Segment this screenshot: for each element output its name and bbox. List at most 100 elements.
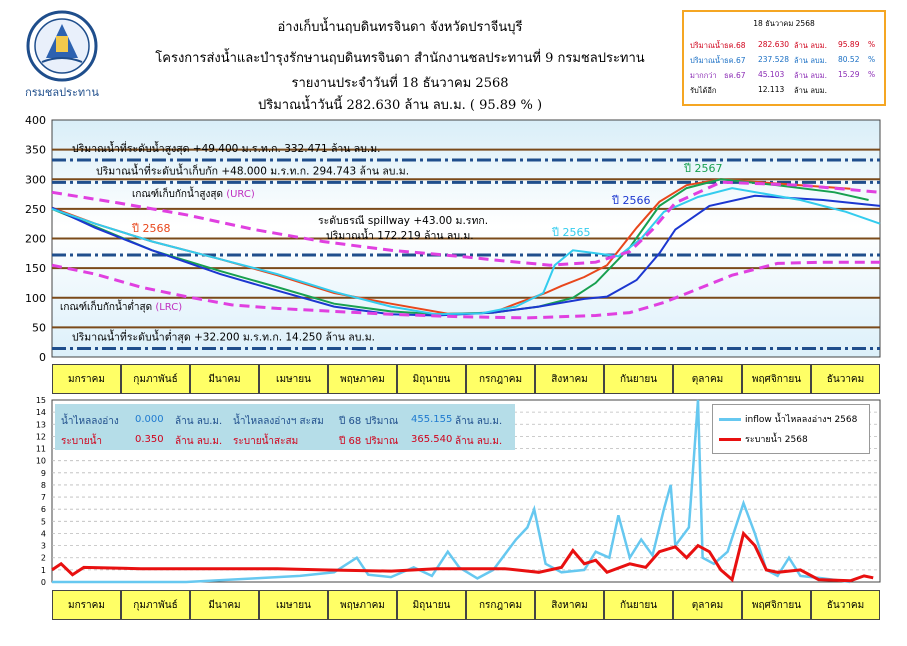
today-volume: ปริมาณน้ำวันนี้ 282.630 ล้าน ลบ.ม. ( 95.… xyxy=(257,98,543,113)
inflow-qty-label: ปริมาณ xyxy=(365,416,399,427)
reference-label: ปริมาณน้ำที่ระดับน้ำสูงสุด +49.400 ม.ร.ท… xyxy=(72,141,381,155)
summary-year: ธค.67 xyxy=(724,56,746,65)
y-tick-label: 200 xyxy=(25,233,46,246)
reference-label: ปริมาณน้ำที่ระดับน้ำต่ำสุด +32.200 ม.ร.ท… xyxy=(72,330,375,344)
y-tick-label: 50 xyxy=(32,321,46,334)
month-label: สิงหาคม xyxy=(535,364,604,394)
summary-box: 18 ธันวาคม 2568 ปริมาณน้ำ ธค.68 282.630 ล้า… xyxy=(682,10,886,106)
summary-label: มากกว่า xyxy=(690,71,717,80)
month-label: ตุลาคม xyxy=(673,590,742,620)
inflow-value: 0.000 xyxy=(135,414,164,425)
summary-pct: 80.52 xyxy=(838,55,860,64)
summary-unit: ล้าน ลบม. xyxy=(794,71,828,80)
series-label: ปี 2566 xyxy=(611,194,651,207)
legend-label: inflow น้ำไหลลงอ่างฯ 2568 xyxy=(745,415,858,425)
curve-annotation: เกณฑ์เก็บกักน้ำสูงสุด (URC) xyxy=(132,186,255,200)
series-line xyxy=(51,194,881,317)
release-unit: ล้าน ลบ.ม. xyxy=(175,436,223,447)
summary-pct: 15.29 xyxy=(838,70,860,79)
inflow-cum-value: 455.155 xyxy=(411,414,453,425)
y-tick-label: 0 xyxy=(41,578,46,587)
release-value: 0.350 xyxy=(135,434,164,445)
series-line xyxy=(51,260,880,320)
inflow-label: น้ำไหลลงอ่าง xyxy=(61,416,119,427)
reference-label: ระดับธรณี spillway +43.00 ม.รทก. xyxy=(318,214,488,227)
y-tick-label: 12 xyxy=(36,432,46,441)
report-subtitle: โครงการส่งน้ำและบำรุงรักษานฤบดินทรจินดา … xyxy=(155,51,645,66)
legend-label: ระบายน้ำ 2568 xyxy=(745,435,808,445)
month-bar-bottom: มกราคม กุมภาพันธ์ มีนาคม เมษายน พฤษภาคม มิถุน… xyxy=(52,590,880,620)
y-tick-label: 6 xyxy=(41,505,46,514)
y-tick-label: 7 xyxy=(41,493,46,502)
summary-row: มากกว่า ธค.67 45.103 ล้าน ลบม. 15.29% xyxy=(690,70,880,81)
summary-value: 12.113 xyxy=(758,85,785,94)
summary-label: ปริมาณน้ำ xyxy=(690,56,725,65)
month-label: มิถุนายน xyxy=(397,590,466,620)
y-tick-label: 100 xyxy=(25,292,46,305)
reference-label-2: ปริมาณน้ำ 172.219 ล้าน ลบ.ม. xyxy=(326,228,474,242)
curve-annotation-suffix: (URC) xyxy=(226,189,255,200)
release-year: ปี 68 xyxy=(339,436,362,447)
release-qty-label: ปริมาณ xyxy=(365,436,399,447)
month-label: พฤษภาคม xyxy=(328,590,397,620)
month-label: กุมภาพันธ์ xyxy=(121,364,190,394)
summary-row: รับได้อีก 12.113 ล้าน ลบม. xyxy=(690,85,880,96)
inflow-cum-label: น้ำไหลลงอ่างฯ สะสม xyxy=(233,416,324,427)
summary-label: รับได้อีก xyxy=(690,86,717,95)
y-tick-label: 400 xyxy=(25,114,46,127)
month-label: พฤษภาคม xyxy=(328,364,397,394)
month-label: กันยายน xyxy=(604,364,673,394)
y-tick-label: 1 xyxy=(41,566,46,575)
release-cum-label: ระบายน้ำสะสม xyxy=(233,436,299,447)
report-date: รายงานประจำวันที่ 18 ธันวาคม 2568 xyxy=(291,76,509,91)
flow-legend: inflow น้ำไหลลงอ่างฯ 2568 ระบายน้ำ 2568 xyxy=(712,404,870,454)
y-tick-label: 2 xyxy=(41,554,46,563)
curve-annotation: เกณฑ์เก็บกักน้ำต่ำสุด (LRC) xyxy=(60,299,182,313)
legend-swatch xyxy=(719,417,741,421)
month-label: ตุลาคม xyxy=(673,364,742,394)
month-label: ธันวาคม xyxy=(811,364,880,394)
month-label: มีนาคม xyxy=(190,364,259,394)
month-label: มกราคม xyxy=(52,364,121,394)
summary-year: ธค.68 xyxy=(724,41,746,50)
month-label: มกราคม xyxy=(52,590,121,620)
curve-annotation-suffix: (LRC) xyxy=(155,302,182,313)
y-tick-label: 9 xyxy=(41,469,46,478)
series-line xyxy=(51,530,874,583)
legend-entry: inflow น้ำไหลลงอ่างฯ 2568 xyxy=(719,412,857,426)
legend-entry: ระบายน้ำ 2568 xyxy=(719,432,808,446)
summary-pct: 95.89 xyxy=(838,40,860,49)
flow-info-box: น้ำไหลลงอ่าง 0.000 ล้าน ลบ.ม. น้ำไหลลงอ่… xyxy=(55,404,515,450)
summary-value: 45.103 xyxy=(758,70,785,79)
summary-pct-unit: % xyxy=(868,40,876,49)
summary-row: ปริมาณน้ำ ธค.67 237.528 ล้าน ลบม. 80.52% xyxy=(690,55,880,66)
report-title: อ่างเก็บน้ำนฤบดินทรจินดา จังหวัดปราจีนบุ… xyxy=(277,20,523,35)
y-tick-label: 5 xyxy=(41,517,46,526)
release-label: ระบายน้ำ xyxy=(61,436,103,447)
month-label: มีนาคม xyxy=(190,590,259,620)
summary-pct-unit: % xyxy=(868,70,876,79)
y-tick-label: 150 xyxy=(25,262,46,275)
y-tick-label: 15 xyxy=(36,396,46,405)
series-label: ปี 2568 xyxy=(131,222,171,235)
month-bar-top: มกราคม กุมภาพันธ์ มีนาคม เมษายน พฤษภาคม มิถุน… xyxy=(52,364,880,394)
month-label: กรกฎาคม xyxy=(466,364,535,394)
month-label: กุมภาพันธ์ xyxy=(121,590,190,620)
summary-pct-unit: % xyxy=(868,55,876,64)
release-cum-value: 365.540 xyxy=(411,434,453,445)
inflow-year: ปี 68 xyxy=(339,416,362,427)
y-tick-label: 13 xyxy=(36,420,46,429)
storage-chart: ปริมาณน้ำที่ระดับน้ำสูงสุด +49.400 ม.ร.ท… xyxy=(25,114,881,364)
y-tick-label: 4 xyxy=(41,529,46,538)
series-label: ปี 2567 xyxy=(683,162,723,175)
legend-swatch xyxy=(719,437,741,441)
inflow-cum-unit: ล้าน ลบ.ม. xyxy=(455,416,503,427)
y-tick-label: 350 xyxy=(25,144,46,157)
month-label: สิงหาคม xyxy=(535,590,604,620)
summary-unit: ล้าน ลบม. xyxy=(794,56,828,65)
y-tick-label: 14 xyxy=(36,408,46,417)
y-tick-label: 11 xyxy=(36,445,46,454)
inflow-unit: ล้าน ลบ.ม. xyxy=(175,416,223,427)
y-tick-label: 250 xyxy=(25,203,46,216)
summary-value: 237.528 xyxy=(758,55,790,64)
